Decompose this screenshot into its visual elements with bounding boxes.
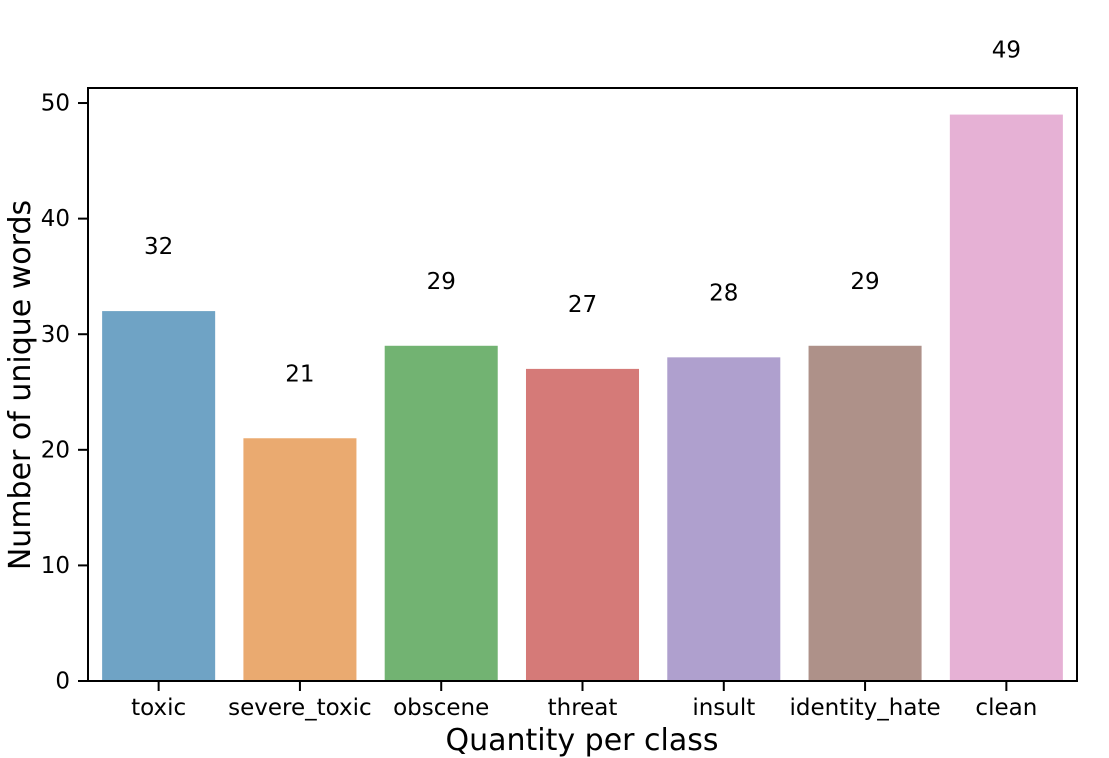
bars-group [102,114,1063,682]
bar-identity_hate [808,345,922,681]
bar-severe_toxic [243,438,357,681]
bar-value-label-severe_toxic: 21 [285,361,314,387]
bar-toxic [102,311,216,681]
y-tick-label: 40 [41,206,70,232]
y-tick-label: 10 [41,553,70,579]
y-tick-label: 30 [41,322,70,348]
bar-threat [525,368,640,681]
bar-value-label-threat: 27 [568,292,597,318]
x-tick-label-clean: clean [975,695,1037,721]
bar-insult [667,357,781,681]
y-tick-label: 50 [41,91,70,117]
bar-value-label-toxic: 32 [144,234,173,260]
x-axis-ticks-group: toxic severe_toxic obscene threat insult iden… [131,681,1037,721]
x-tick-label-toxic: toxic [131,695,186,721]
y-tick-label: 20 [41,437,70,463]
x-tick-label-insult: insult [692,695,755,721]
y-tick-label: 0 [55,669,70,695]
x-tick-label-identity_hate: identity_hate [790,695,941,721]
x-tick-label-obscene: obscene [393,695,489,721]
x-axis-label: Quantity per class [445,723,718,758]
bar-obscene [384,345,498,681]
y-axis-label: Number of unique words [3,200,38,570]
bar-value-label-clean: 49 [992,38,1021,64]
x-tick-label-threat: threat [548,695,618,721]
bar-value-label-identity_hate: 29 [850,269,879,295]
bar-value-label-insult: 28 [709,280,738,306]
bar-clean [949,114,1063,682]
y-axis-ticks-group: 0 10 20 30 40 50 [41,91,88,695]
x-tick-label-severe_toxic: severe_toxic [228,695,372,721]
plot-border-spines [87,87,1078,682]
bar-value-label-obscene: 29 [427,269,456,295]
bar-value-labels-group: 32 21 29 27 28 29 49 [144,38,1021,388]
